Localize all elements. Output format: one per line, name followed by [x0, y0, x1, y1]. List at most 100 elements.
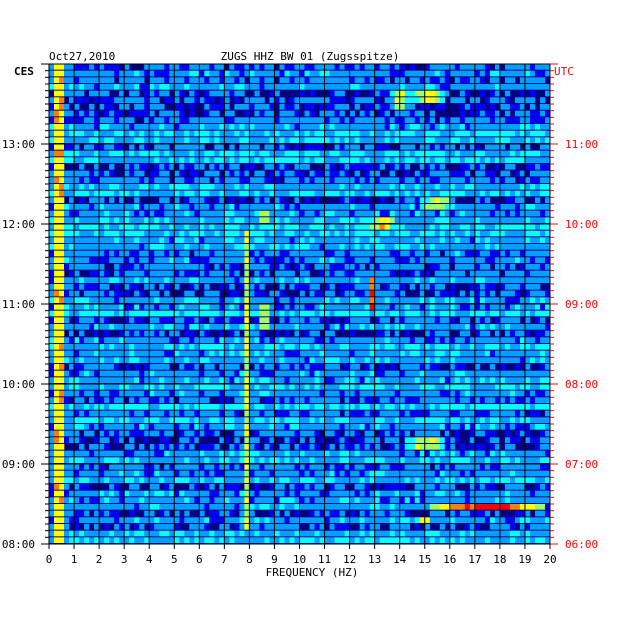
spectrogram-cell [119, 244, 125, 250]
spectrogram-cell [359, 370, 365, 377]
spectrogram-cell [69, 270, 75, 277]
spectrogram-cell [404, 417, 411, 423]
spectrogram-cell [399, 290, 406, 297]
spectrogram-cell [534, 190, 541, 197]
spectrogram-cell [474, 450, 481, 457]
spectrogram-cell [144, 277, 150, 283]
spectrogram-cell [299, 397, 305, 403]
spectrogram-cell [449, 450, 456, 457]
spectrogram-cell [249, 190, 255, 197]
spectrogram-cell [259, 250, 265, 257]
spectrogram-cell [504, 284, 511, 290]
spectrogram-cell [194, 297, 200, 303]
spectrogram-cell [499, 357, 506, 363]
spectrogram-cell [294, 277, 300, 283]
spectrogram-cell [54, 477, 60, 483]
spectrogram-cell [519, 424, 526, 430]
spectrogram-cell [269, 217, 275, 223]
spectrogram-cell [129, 344, 135, 350]
spectrogram-cell [329, 524, 335, 530]
spectrogram-cell [524, 290, 531, 297]
spectrogram-cell [239, 404, 245, 410]
spectrogram-cell [519, 370, 526, 377]
spectrogram-cell [54, 510, 60, 517]
spectrogram-cell [509, 517, 516, 523]
spectrogram-cell [284, 304, 290, 310]
spectrogram-cell [239, 397, 245, 403]
spectrogram-cell [359, 210, 365, 217]
spectrogram-cell [469, 190, 476, 197]
spectrogram-cell [464, 357, 471, 363]
spectrogram-cell [384, 384, 390, 390]
spectrogram-cell [349, 410, 355, 417]
spectrogram-cell [399, 250, 406, 257]
spectrogram-cell [534, 250, 541, 257]
spectrogram-cell [544, 437, 551, 443]
spectrogram-cell [239, 457, 245, 463]
spectrogram-cell [419, 350, 426, 357]
spectrogram-cell [389, 397, 395, 403]
spectrogram-cell [84, 377, 90, 383]
spectrogram-cell [534, 264, 541, 270]
spectrogram-cell [234, 237, 240, 243]
spectrogram-cell [169, 464, 175, 470]
spectrogram-cell [364, 457, 370, 463]
spectrogram-cell [494, 457, 501, 463]
spectrogram-cell [449, 464, 456, 470]
spectrogram-cell [204, 237, 210, 243]
spectrogram-cell [254, 310, 260, 317]
spectrogram-cell [459, 404, 466, 410]
spectrogram-cell [474, 537, 481, 543]
spectrogram-cell [364, 257, 370, 263]
spectrogram-cell [509, 264, 516, 270]
spectrogram-cell [459, 530, 466, 537]
spectrogram-cell [264, 210, 270, 217]
spectrogram-cell [144, 517, 150, 523]
spectrogram-cell [69, 464, 75, 470]
spectrogram-cell [114, 477, 120, 483]
spectrogram-cell [94, 437, 100, 443]
spectrogram-cell [179, 190, 185, 197]
spectrogram-cell [239, 524, 245, 530]
spectrogram-cell [139, 250, 145, 257]
spectrogram-cell [489, 444, 496, 450]
spectrogram-cell [49, 310, 55, 317]
spectrogram-cell [274, 184, 280, 190]
spectrogram-cell [369, 530, 375, 537]
spectrogram-cell [459, 537, 466, 543]
spectrogram-cell [194, 377, 200, 383]
spectrogram-cell [464, 350, 471, 357]
spectrogram-cell [84, 417, 90, 423]
spectrogram-cell [139, 337, 145, 343]
spectrogram-cell [249, 390, 255, 397]
spectrogram-cell [524, 330, 531, 337]
spectrogram-cell [384, 377, 390, 383]
spectrogram-cell [164, 410, 170, 417]
spectrogram-cell [524, 344, 531, 350]
spectrogram-cell [69, 357, 75, 363]
spectrogram-cell [399, 404, 406, 410]
spectrogram-cell [469, 530, 476, 537]
spectrogram-cell [184, 477, 190, 483]
spectrogram-cell [419, 277, 426, 283]
spectrogram-cell [519, 250, 526, 257]
spectrogram-cell [504, 264, 511, 270]
spectrogram-cell [514, 324, 521, 330]
spectrogram-cell [199, 310, 205, 317]
spectrogram-cell [234, 424, 240, 430]
spectrogram-cell [74, 304, 80, 310]
spectrogram-cell [269, 537, 275, 543]
spectrogram-cell [484, 277, 491, 283]
spectrogram-cell [249, 284, 255, 290]
spectrogram-cell [109, 504, 115, 510]
spectrogram-cell [384, 190, 390, 197]
spectrogram-cell [119, 224, 125, 230]
spectrogram-cell [484, 210, 491, 217]
spectrogram-cell [384, 297, 390, 303]
spectrogram-cell [114, 397, 120, 403]
spectrogram-cell [199, 184, 205, 190]
spectrogram-cell [109, 384, 115, 390]
spectrogram-cell [194, 524, 200, 530]
spectrogram-cell [234, 397, 240, 403]
spectrogram-cell [119, 297, 125, 303]
